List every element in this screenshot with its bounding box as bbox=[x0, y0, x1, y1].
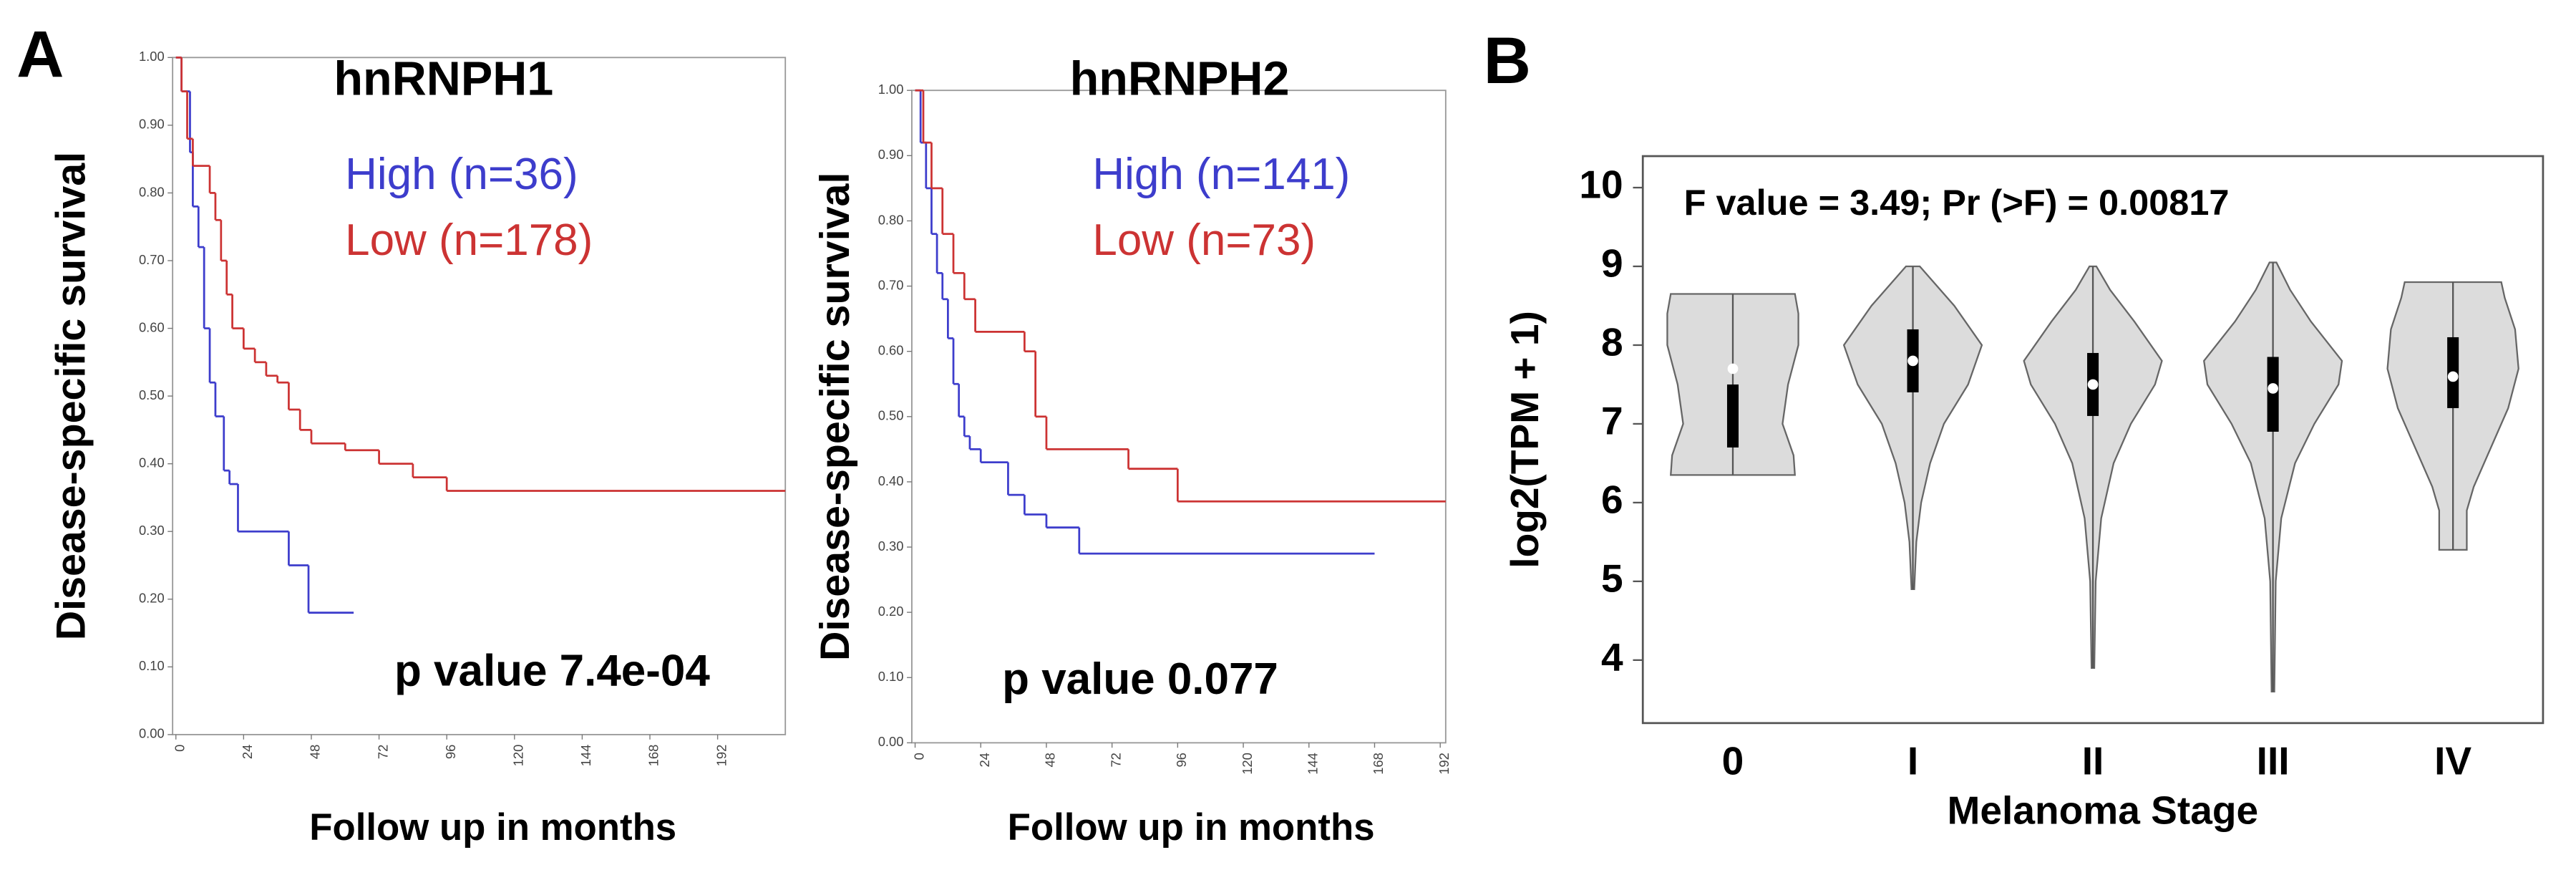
y-tick-label: 0.00 bbox=[878, 734, 904, 749]
y-tick-label: 0.50 bbox=[878, 408, 904, 423]
y-tick-label: 0.30 bbox=[878, 538, 904, 554]
x-tick-label: 24 bbox=[240, 745, 255, 759]
x-axis-label: Follow up in months bbox=[309, 806, 676, 849]
y-tick-label: 9 bbox=[1601, 241, 1623, 286]
x-tick-label: 120 bbox=[1240, 753, 1255, 775]
y-axis-label: Disease-specific survival bbox=[812, 173, 858, 661]
y-axis-label: log2(TPM + 1) bbox=[1502, 311, 1547, 569]
y-tick-label: 0.90 bbox=[139, 117, 165, 132]
x-tick-label: III bbox=[2257, 739, 2290, 783]
y-tick-label: 10 bbox=[1579, 163, 1623, 207]
plot-frame bbox=[1641, 155, 2545, 725]
y-tick-label: 0.10 bbox=[878, 669, 904, 684]
y-tick-label: 0.00 bbox=[139, 726, 165, 741]
y-tick-label: 0.20 bbox=[878, 604, 904, 619]
violin-iqr bbox=[2267, 357, 2279, 432]
legend-entry: Low (n=73) bbox=[1092, 216, 1316, 265]
y-tick-label: 0.10 bbox=[139, 658, 165, 673]
y-tick-label: 0.90 bbox=[878, 147, 904, 162]
y-tick-label: 6 bbox=[1601, 477, 1623, 521]
annotation: p value 0.077 bbox=[1002, 654, 1278, 704]
annotation: p value 7.4e-04 bbox=[394, 646, 710, 695]
y-tick-label: 0.80 bbox=[139, 184, 165, 199]
y-tick-label: 0.40 bbox=[139, 455, 165, 470]
y-tick-label: 1.00 bbox=[139, 49, 165, 64]
y-tick-label: 0.50 bbox=[139, 387, 165, 402]
x-tick-label: 144 bbox=[1305, 753, 1320, 775]
violin-median bbox=[1907, 355, 1918, 367]
violin-median bbox=[2087, 379, 2099, 390]
violin-median bbox=[1727, 363, 1739, 374]
x-tick-label: 72 bbox=[1108, 753, 1123, 767]
x-tick-label: 0 bbox=[911, 753, 926, 760]
x-tick-label: 120 bbox=[511, 745, 526, 767]
chart-title: hnRNPH2 bbox=[1070, 52, 1290, 105]
legend-entry: High (n=141) bbox=[1092, 150, 1350, 199]
y-tick-label: 8 bbox=[1601, 320, 1623, 364]
x-tick-label: 0 bbox=[172, 745, 187, 752]
annotation: F value = 3.49; Pr (>F) = 0.00817 bbox=[1684, 182, 2230, 223]
y-tick-label: 0.70 bbox=[878, 277, 904, 292]
y-tick-label: 0.20 bbox=[139, 591, 165, 606]
y-tick-label: 0.40 bbox=[878, 473, 904, 488]
x-tick-label: 48 bbox=[308, 745, 323, 759]
x-tick-label: 168 bbox=[1371, 753, 1386, 775]
panel-label: B bbox=[1484, 24, 1531, 97]
y-tick-label: 0.30 bbox=[139, 523, 165, 538]
x-tick-label: 0 bbox=[1722, 739, 1744, 783]
violin-median bbox=[2447, 371, 2459, 382]
x-tick-label: 24 bbox=[977, 753, 992, 767]
chart-title: hnRNPH1 bbox=[334, 52, 553, 105]
y-tick-label: 0.70 bbox=[139, 252, 165, 267]
x-axis-label: Follow up in months bbox=[1008, 806, 1375, 849]
x-tick-label: II bbox=[2082, 739, 2104, 783]
legend-entry: Low (n=178) bbox=[345, 216, 593, 265]
y-tick-label: 7 bbox=[1601, 398, 1623, 443]
x-tick-label: 192 bbox=[1437, 753, 1452, 775]
x-tick-label: 48 bbox=[1043, 753, 1058, 767]
x-tick-label: 96 bbox=[443, 745, 458, 759]
x-tick-label: 168 bbox=[646, 745, 661, 767]
x-tick-label: 192 bbox=[714, 745, 729, 767]
y-tick-label: 0.60 bbox=[878, 343, 904, 358]
panel-label: A bbox=[16, 18, 64, 91]
y-tick-label: 4 bbox=[1601, 634, 1623, 679]
y-tick-label: 0.80 bbox=[878, 212, 904, 227]
legend-entry: High (n=36) bbox=[345, 150, 578, 199]
x-tick-label: 72 bbox=[375, 745, 390, 759]
x-axis-label: Melanoma Stage bbox=[1948, 788, 2259, 833]
violin-median bbox=[2268, 383, 2278, 394]
y-tick-label: 5 bbox=[1601, 556, 1623, 600]
x-tick-label: I bbox=[1907, 739, 1918, 783]
y-tick-label: 1.00 bbox=[878, 82, 904, 97]
x-tick-label: 144 bbox=[578, 745, 593, 767]
violin-iqr bbox=[1726, 384, 1739, 448]
x-tick-label: 96 bbox=[1174, 753, 1189, 767]
y-axis-label: Disease-specific survival bbox=[49, 152, 94, 640]
y-tick-label: 0.60 bbox=[139, 319, 165, 334]
x-tick-label: IV bbox=[2434, 739, 2471, 783]
